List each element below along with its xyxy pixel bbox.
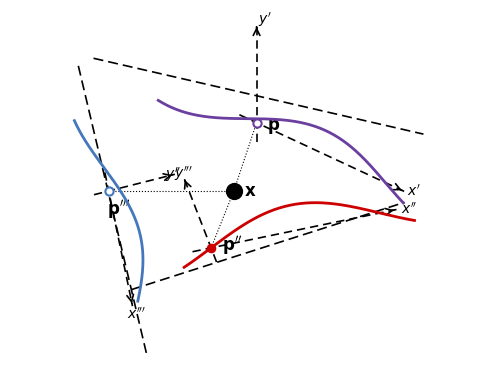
Text: $y'''$: $y'''$ [174, 165, 193, 183]
Text: $y'$: $y'$ [258, 10, 272, 29]
Text: $x'$: $x'$ [407, 184, 421, 199]
Point [230, 188, 238, 194]
Text: $\mathbf{p}''$: $\mathbf{p}''$ [223, 235, 243, 257]
Text: $\mathbf{x}$: $\mathbf{x}$ [245, 183, 257, 199]
Text: $x'''$: $x'''$ [127, 307, 146, 322]
Point [252, 120, 260, 126]
Text: $\mathbf{p}'''$: $\mathbf{p}'''$ [107, 198, 130, 221]
Point [207, 245, 215, 251]
Text: $x''$: $x''$ [401, 202, 417, 217]
Text: $y''$: $y''$ [165, 166, 181, 185]
Text: $\mathbf{p}$: $\mathbf{p}$ [267, 118, 280, 136]
Point [105, 188, 113, 194]
